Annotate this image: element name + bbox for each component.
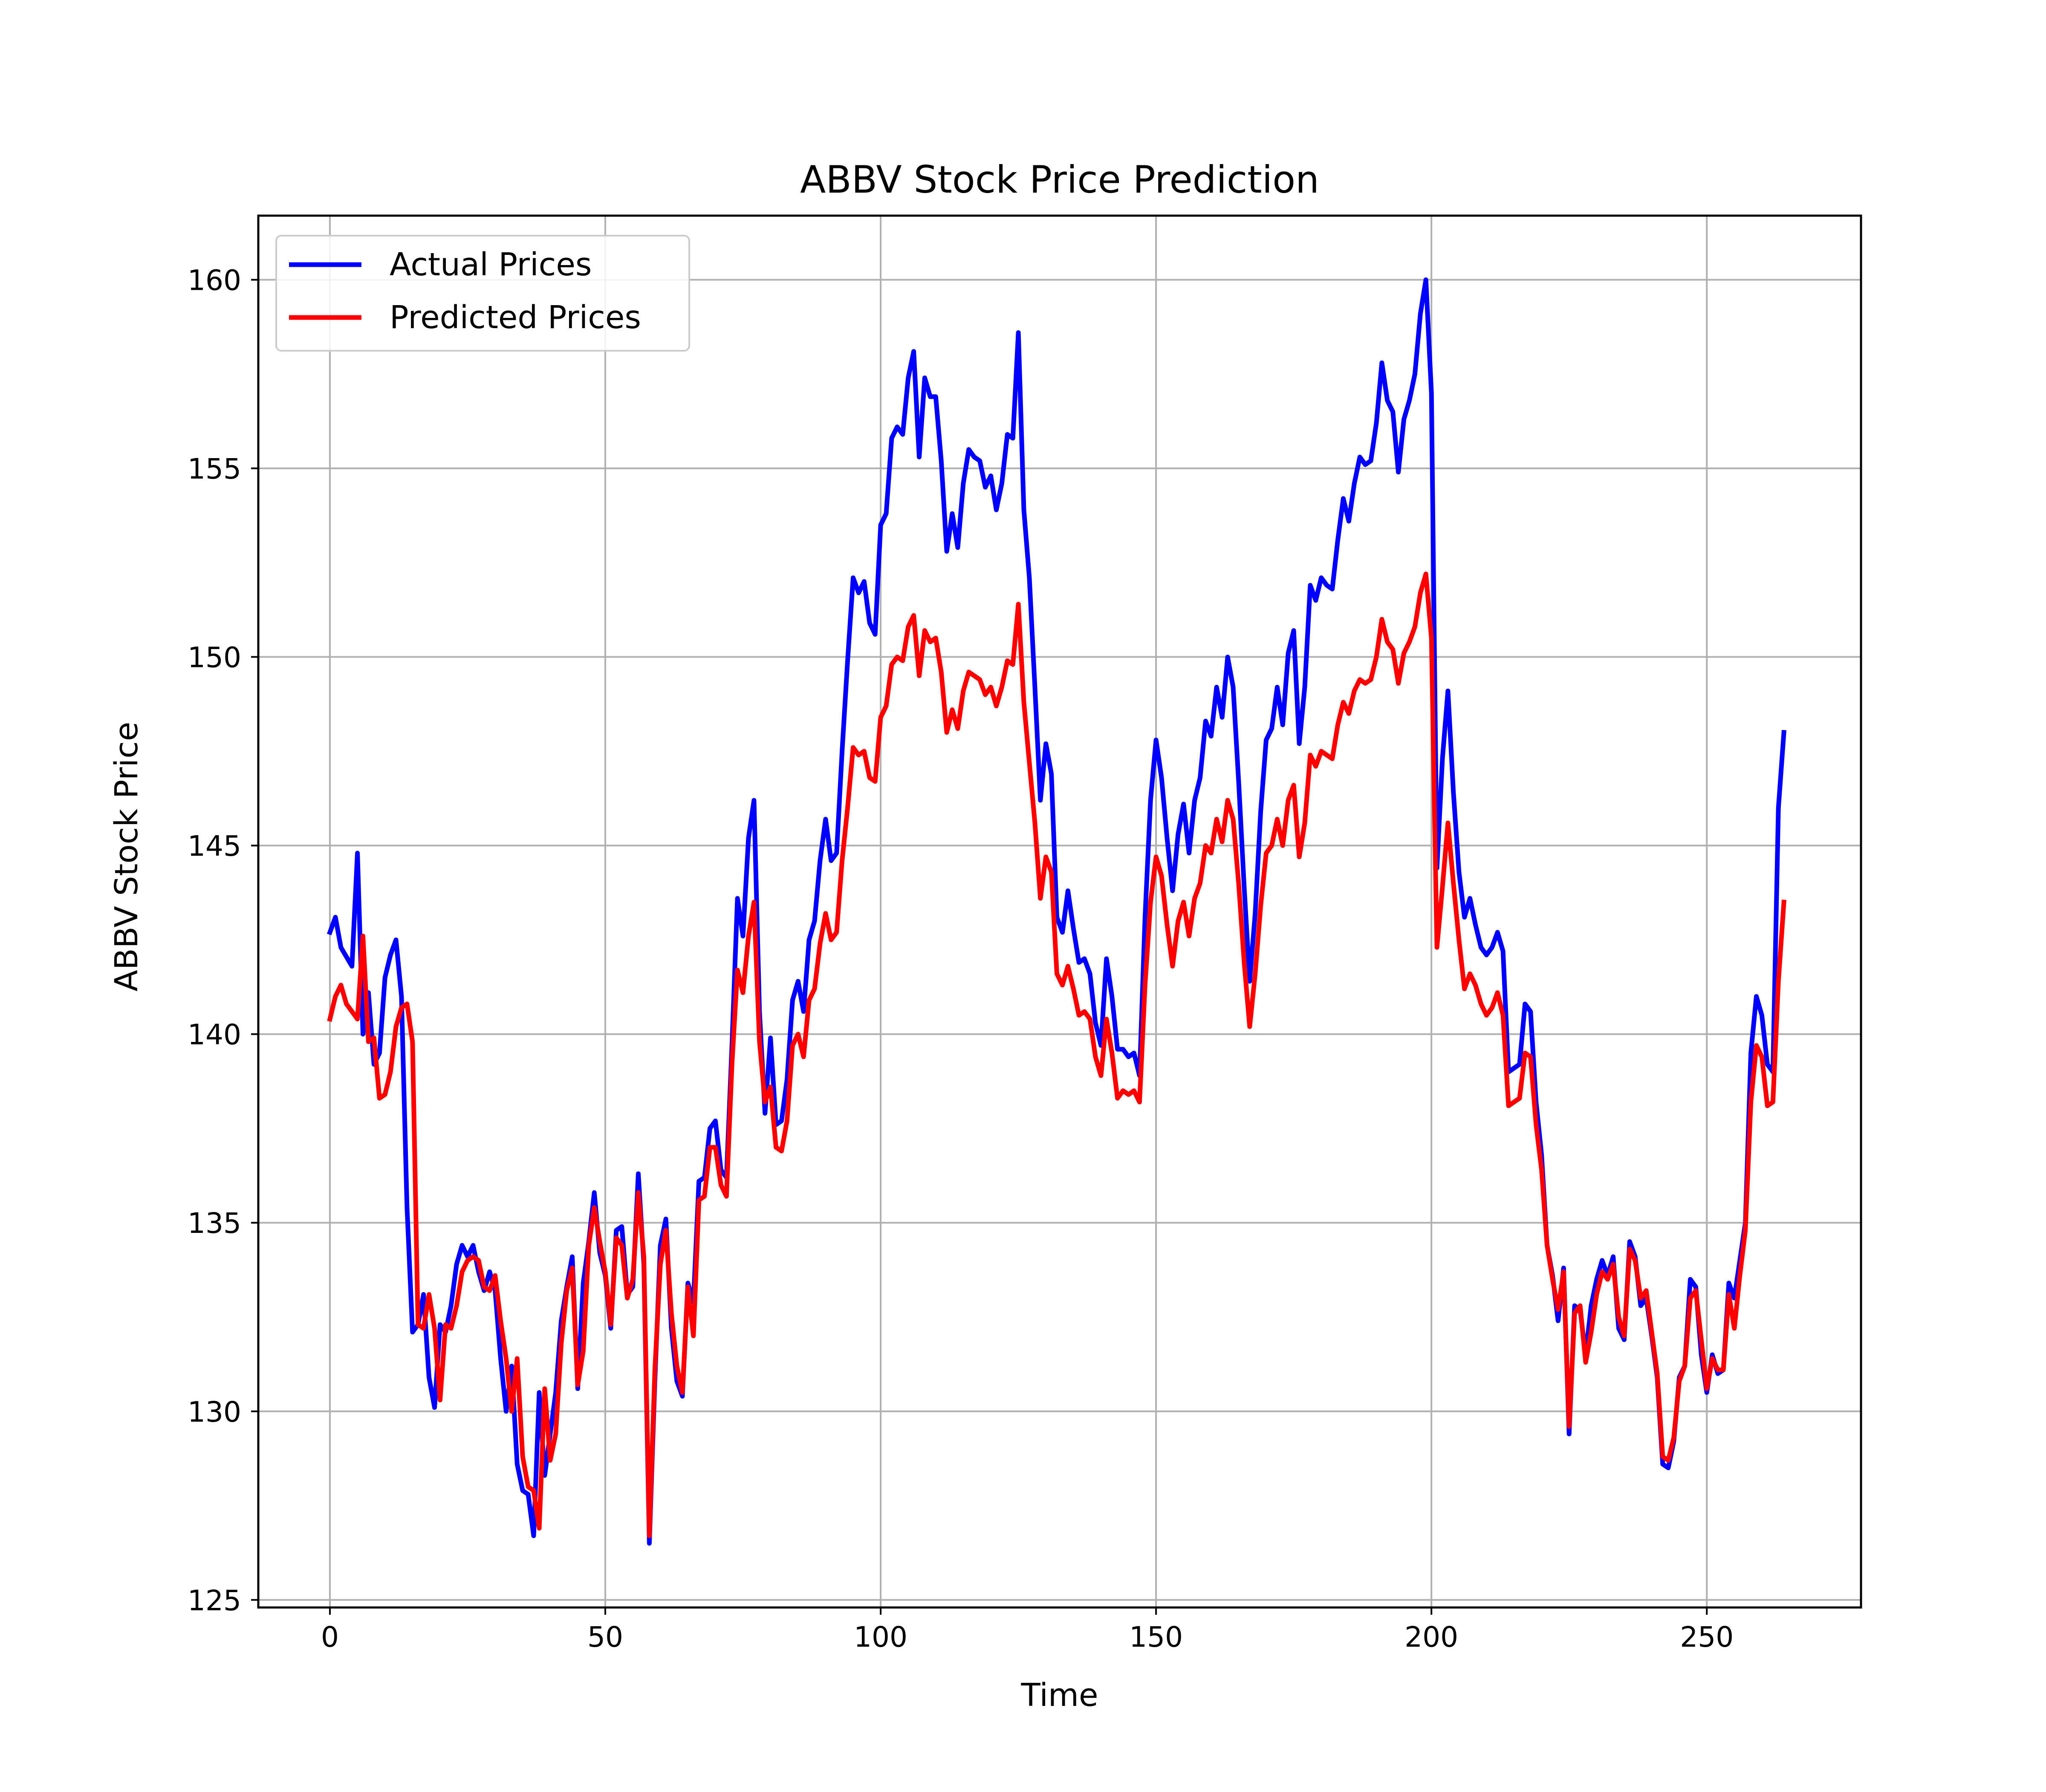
legend-label-actual: Actual Prices [390,246,592,283]
x-tick-label: 100 [854,1621,907,1653]
y-tick-label: 135 [188,1207,241,1240]
series-line-predicted-prices [327,571,1786,1538]
y-tick-label: 125 [188,1584,241,1617]
x-axis-label: Time [1020,1677,1098,1714]
y-axis-label: ABBV Stock Price [108,722,145,992]
x-tick-label: 0 [321,1621,339,1653]
y-tick-label: 155 [188,453,241,485]
y-tick-label: 145 [188,830,241,863]
series-layer [327,277,1786,1546]
grid [258,216,1861,1607]
x-tick-label: 200 [1404,1621,1458,1653]
legend: Actual Prices Predicted Prices [275,235,690,352]
y-tick-label: 130 [188,1396,241,1428]
legend-label-predicted: Predicted Prices [390,299,641,336]
y-tick-label: 150 [188,641,241,674]
legend-box [275,235,690,352]
chart-title: ABBV Stock Price Prediction [800,158,1319,202]
x-tick-label: 50 [587,1621,623,1653]
axis-ticks: 0 50 100 150 200 250 125 130 135 140 145 150 155 160 [188,264,1734,1653]
y-tick-label: 160 [188,264,241,297]
plot-frame [257,214,1862,1609]
x-tick-label: 150 [1129,1621,1183,1653]
y-tick-label: 140 [188,1019,241,1051]
x-tick-label: 250 [1680,1621,1734,1653]
